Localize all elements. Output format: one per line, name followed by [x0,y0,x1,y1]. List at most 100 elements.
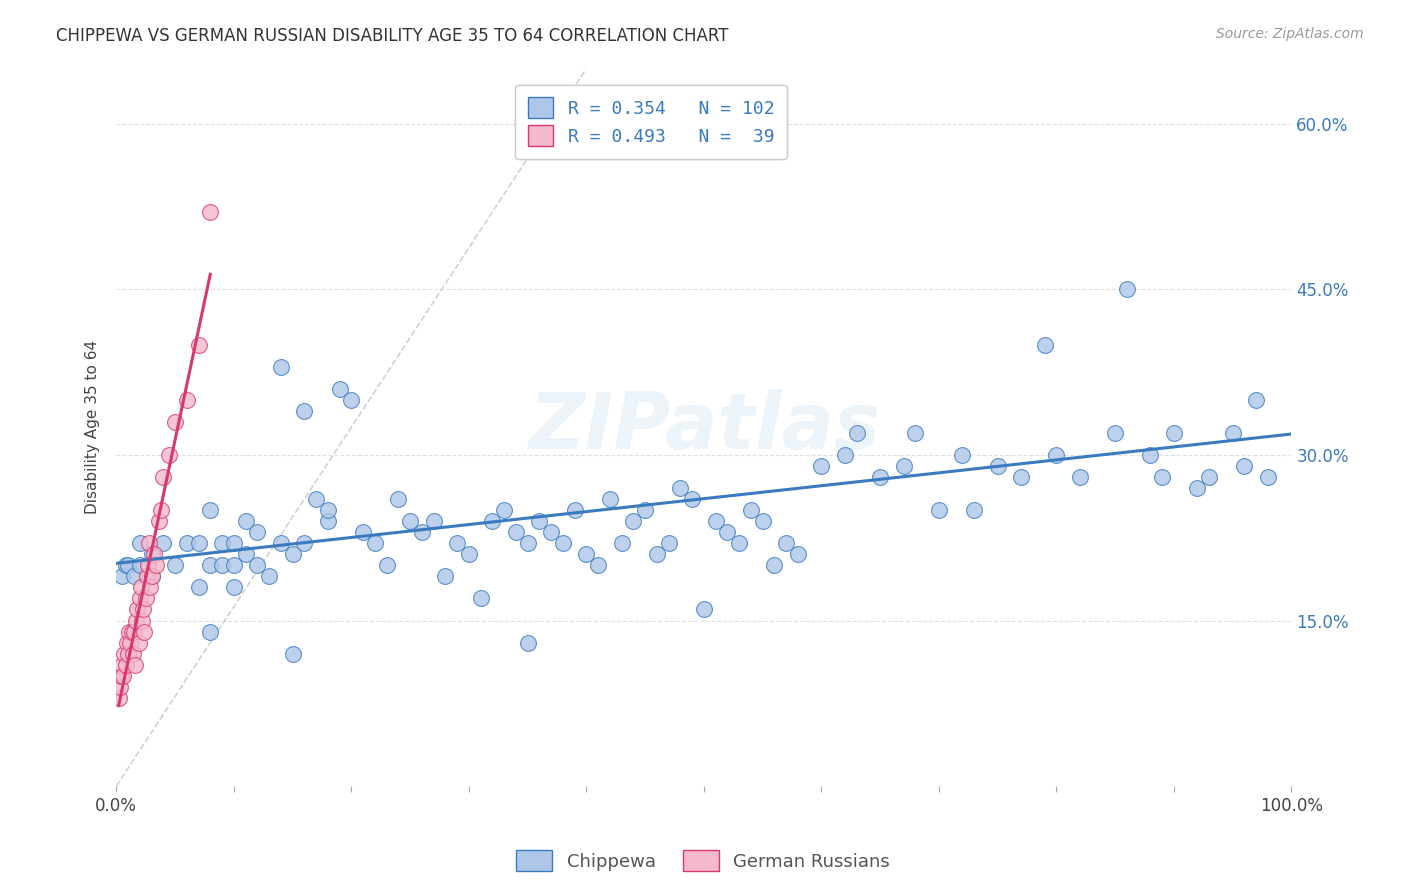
Point [763,558,786,573]
Point [457,547,479,561]
Point [1069,470,1091,484]
Point [551,536,574,550]
Point [122,569,145,583]
Point [399,514,422,528]
Point [132,602,155,616]
Point [375,558,398,573]
Point [1139,448,1161,462]
Point [634,503,657,517]
Point [108,680,131,694]
Point [810,458,832,473]
Point [114,647,136,661]
Point [305,492,328,507]
Point [222,558,245,573]
Point [114,657,136,672]
Point [115,635,138,649]
Point [751,514,773,528]
Point [352,525,374,540]
Point [149,503,172,517]
Point [599,492,621,507]
Point [152,470,174,484]
Point [669,481,692,495]
Point [211,558,233,573]
Point [1257,470,1279,484]
Legend: R = 0.354   N = 102, R = 0.493   N =  39: R = 0.354 N = 102, R = 0.493 N = 39 [515,85,787,159]
Point [364,536,387,550]
Point [110,669,132,683]
Point [716,525,738,540]
Point [124,657,146,672]
Point [142,547,165,561]
Point [270,359,292,374]
Point [845,425,868,440]
Point [176,536,198,550]
Point [235,514,257,528]
Point [751,117,773,131]
Point [834,448,856,462]
Point [1104,425,1126,440]
Point [127,602,149,616]
Point [704,514,727,528]
Point [529,514,551,528]
Point [200,558,222,573]
Point [222,536,245,550]
Point [114,558,136,573]
Y-axis label: Disability Age 35 to 64: Disability Age 35 to 64 [86,340,100,515]
Point [117,647,139,661]
Point [187,536,209,550]
Point [869,470,891,484]
Point [128,536,150,550]
Point [540,525,562,540]
Point [117,558,139,573]
Point [270,536,292,550]
Point [187,581,209,595]
Point [121,647,143,661]
Point [257,569,280,583]
Point [141,569,163,583]
Point [145,558,167,573]
Point [775,536,797,550]
Point [139,581,162,595]
Point [135,569,157,583]
Point [135,591,157,606]
Legend: Chippewa, German Russians: Chippewa, German Russians [509,843,897,879]
Point [128,635,150,649]
Point [281,647,304,661]
Point [134,624,156,639]
Point [610,536,633,550]
Point [1033,337,1056,351]
Point [187,337,209,351]
Point [575,547,598,561]
Point [131,614,153,628]
Point [893,458,915,473]
Point [621,514,644,528]
Point [141,569,163,583]
Text: ZIPatlas: ZIPatlas [527,389,880,466]
Point [136,558,159,573]
Point [200,205,222,219]
Point [1116,282,1139,296]
Point [786,547,808,561]
Point [128,591,150,606]
Point [281,547,304,561]
Point [157,448,180,462]
Point [107,690,129,705]
Point [693,602,716,616]
Point [163,415,186,429]
Point [152,536,174,550]
Point [111,569,134,583]
Point [494,503,516,517]
Point [292,404,315,418]
Point [564,503,586,517]
Point [120,635,142,649]
Point [481,514,503,528]
Point [904,425,927,440]
Point [329,382,352,396]
Point [411,525,433,540]
Point [211,536,233,550]
Point [1233,458,1256,473]
Point [1152,470,1174,484]
Point [200,503,222,517]
Point [422,514,444,528]
Point [111,657,134,672]
